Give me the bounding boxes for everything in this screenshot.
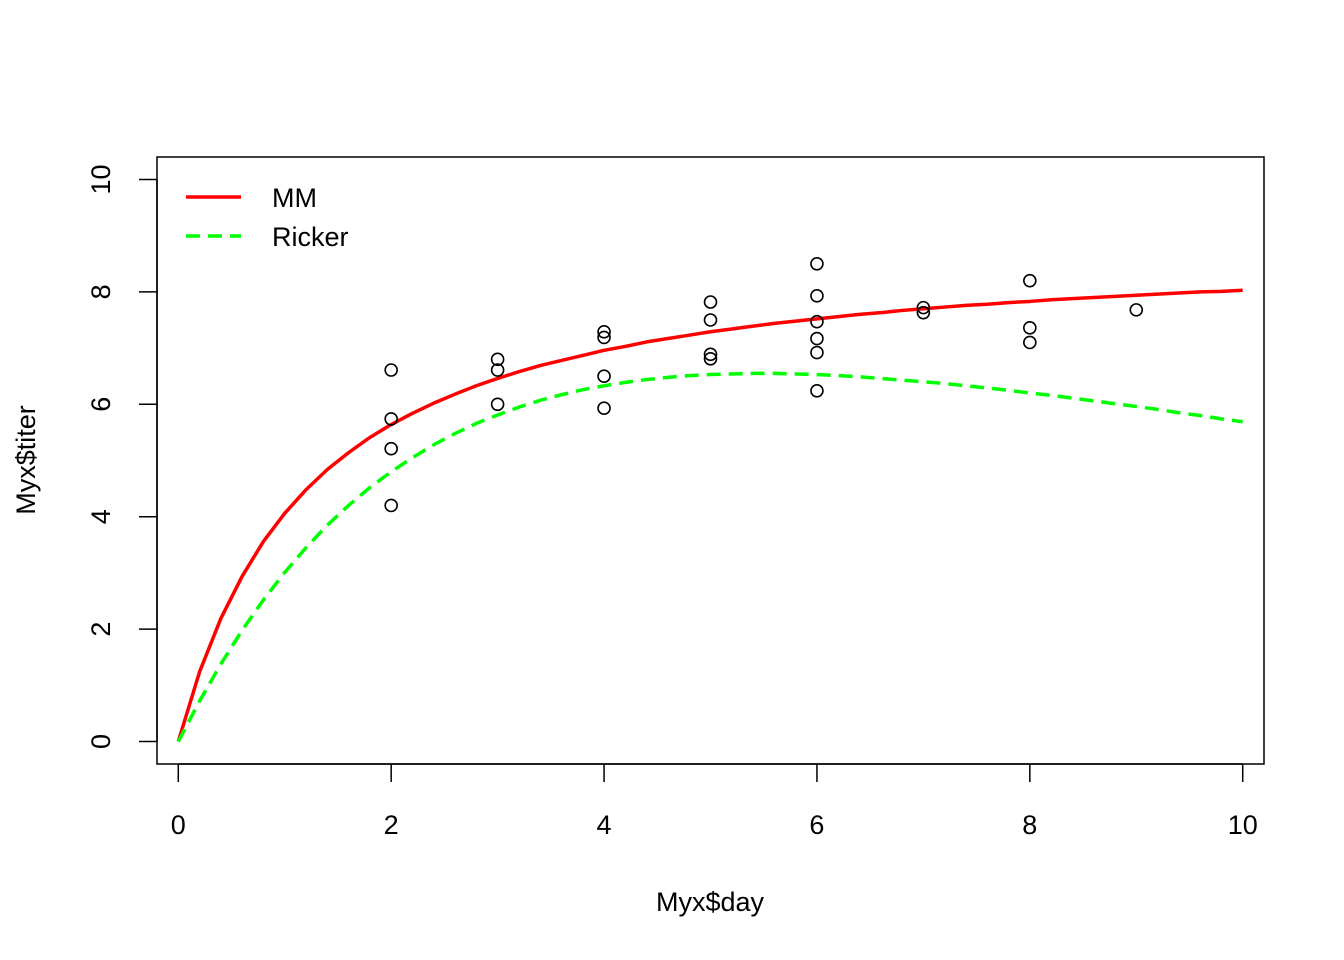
data-point — [384, 498, 398, 513]
data-point — [597, 369, 611, 383]
data-point — [1023, 321, 1037, 335]
data-point — [703, 347, 718, 362]
data-point — [597, 324, 611, 339]
x-tick-label: 10 — [1228, 810, 1258, 840]
legend-label-ricker: Ricker — [272, 222, 349, 252]
data-point — [1023, 273, 1037, 288]
data-point — [490, 397, 505, 412]
data-point — [490, 352, 505, 367]
curve-group — [176, 288, 1243, 743]
data-point — [384, 363, 398, 377]
y-tick-label: 10 — [86, 164, 116, 194]
curve-mm — [176, 288, 1243, 743]
data-point — [1129, 303, 1144, 317]
data-point — [810, 314, 824, 329]
data-point — [810, 384, 824, 398]
y-tick-label: 0 — [86, 734, 116, 749]
y-axis-label: Myx$titer — [11, 405, 41, 515]
x-tick-label: 6 — [809, 810, 824, 840]
data-point — [1023, 335, 1037, 350]
legend-label-mm: MM — [272, 183, 317, 213]
data-point — [490, 363, 505, 377]
data-point — [703, 351, 718, 366]
data-point — [916, 305, 931, 320]
x-tick-label: 0 — [171, 810, 186, 840]
x-tick-label: 4 — [597, 810, 612, 840]
y-tick-label: 8 — [86, 284, 116, 299]
data-point — [703, 313, 718, 327]
data-point — [384, 441, 398, 456]
x-axis: 0 2 4 6 8 10 — [171, 763, 1258, 840]
data-point — [597, 401, 611, 416]
x-axis-label: Myx$day — [656, 887, 765, 917]
y-axis: 0 2 4 6 8 10 — [86, 164, 158, 749]
data-point — [810, 289, 824, 303]
point-group — [384, 256, 1144, 513]
x-tick-label: 2 — [384, 810, 399, 840]
y-tick-label: 6 — [86, 397, 116, 412]
y-tick-label: 4 — [86, 509, 116, 524]
data-point — [384, 412, 398, 426]
y-tick-label: 2 — [86, 622, 116, 637]
data-point — [810, 331, 824, 346]
data-point — [916, 300, 931, 315]
data-point — [810, 345, 824, 360]
legend: MM Ricker — [186, 183, 349, 252]
x-tick-label: 8 — [1022, 810, 1037, 840]
curve-ricker — [176, 371, 1243, 743]
data-point — [597, 330, 611, 345]
data-point — [703, 295, 718, 309]
data-point — [810, 256, 824, 271]
